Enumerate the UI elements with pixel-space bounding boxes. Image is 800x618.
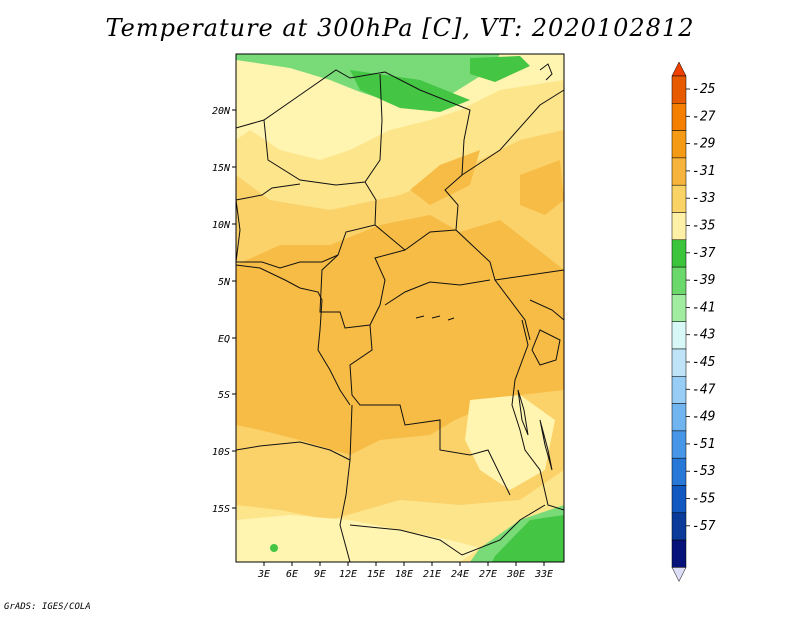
colorbar-label: -57 [692, 519, 716, 534]
colorbar-label: -49 [692, 410, 715, 425]
field-spot-green [270, 544, 278, 552]
colorbar-segment [671, 348, 687, 377]
colorbar-label: -35 [692, 219, 716, 234]
border-line [461, 89, 565, 176]
colorbar-segment [671, 239, 687, 268]
lon-label: 9E [314, 569, 326, 580]
colorbar-label: -31 [692, 164, 715, 179]
lake-outline [517, 389, 529, 436]
border-line [531, 329, 561, 366]
colorbar-label: -37 [692, 246, 716, 261]
lat-label: 5S [218, 390, 230, 401]
lon-label: 27E [479, 569, 497, 580]
map-frame [235, 53, 565, 563]
colorbar: -25 -27 -29 -31 -33 -35 -37 -39 -41 -43 -45 -47 -49 -… [671, 61, 716, 582]
border-line [384, 279, 491, 306]
border-line [235, 183, 301, 201]
lon-label: 18E [395, 569, 413, 580]
lat-label: 15N [212, 163, 231, 174]
colorbar-label: -43 [692, 328, 715, 343]
colorbar-segment [671, 157, 687, 186]
colorbar-label: -33 [692, 191, 715, 206]
grads-credit: GrADS: IGES/COLA [4, 602, 91, 612]
colorbar-label: -53 [692, 464, 715, 479]
lon-label: 12E [339, 569, 357, 580]
lon-label: 15E [367, 569, 385, 580]
field-region-south-light [236, 515, 480, 562]
colorbar-segment [671, 539, 687, 568]
colorbar-segment [671, 103, 687, 131]
border-line [235, 441, 351, 461]
colorbar-segment [671, 266, 687, 295]
field-region-warm-core [236, 215, 564, 455]
colorbar-label: -27 [692, 109, 716, 124]
border-line [374, 224, 457, 251]
lat-label: 10S [212, 447, 230, 458]
border-line [529, 299, 565, 321]
colorbar-segment [671, 212, 687, 241]
border-line [494, 269, 565, 281]
field-region-warm-east [520, 160, 564, 215]
lake-outline [415, 315, 455, 321]
colorbar-label: -29 [692, 137, 715, 152]
colorbar-top-triangle [671, 61, 687, 77]
coastline [539, 63, 553, 81]
lat-label: 20N [212, 106, 231, 117]
coastline [235, 199, 241, 263]
temperature-field [236, 54, 564, 562]
colorbar-segment [671, 430, 687, 459]
colorbar-label: -45 [692, 355, 716, 370]
lon-label: 24E [451, 569, 469, 580]
colorbar-segment [671, 294, 687, 322]
colorbar-segment [671, 184, 687, 213]
colorbar-label: -47 [692, 382, 716, 397]
lon-label: 6E [286, 569, 298, 580]
border-line [236, 181, 377, 269]
colorbar-segment [671, 75, 687, 104]
colorbar-label: -55 [692, 492, 716, 507]
field-region-north-dark-green-2 [470, 56, 530, 82]
country-borders [235, 63, 565, 563]
lake-outline [539, 419, 553, 471]
field-region-south-dark-green [492, 515, 564, 562]
map-title: Temperature at 300hPa [C], VT: 202010281… [105, 14, 695, 42]
latitude-axis: 20N 15N 10N 5N EQ 5S 10S 15S [212, 106, 236, 515]
border-line [339, 404, 353, 563]
border-line [349, 504, 546, 556]
lat-label: 15S [212, 504, 230, 515]
lon-label: 30E [506, 569, 525, 580]
coastline [235, 264, 351, 406]
lat-label: 10N [212, 220, 231, 231]
field-region-east-light [465, 395, 555, 490]
border-line [235, 69, 531, 341]
colorbar-segment [671, 512, 687, 541]
colorbar-label: -51 [692, 437, 715, 452]
lat-label: EQ [218, 334, 230, 345]
border-line [511, 319, 565, 511]
colorbar-segment [671, 403, 687, 432]
border-line [263, 73, 383, 186]
colorbar-segment [671, 457, 687, 486]
border-line [319, 249, 406, 329]
colorbar-label: -39 [692, 273, 715, 288]
lat-label: 5N [218, 277, 231, 288]
colorbar-label: -25 [692, 82, 716, 97]
colorbar-segment [671, 130, 687, 159]
colorbar-bottom-triangle [671, 567, 687, 582]
longitude-axis: 3E 6E 9E 12E 15E 18E 21E 24E 27E 30E 33E [257, 562, 553, 580]
lon-label: 21E [423, 569, 441, 580]
colorbar-segment [671, 485, 687, 514]
colorbar-segment [671, 376, 687, 404]
border-line [349, 324, 511, 496]
colorbar-segment [671, 321, 687, 350]
lon-label: 3E [257, 569, 270, 580]
colorbar-label: -41 [692, 300, 715, 315]
lon-label: 33E [534, 569, 553, 580]
